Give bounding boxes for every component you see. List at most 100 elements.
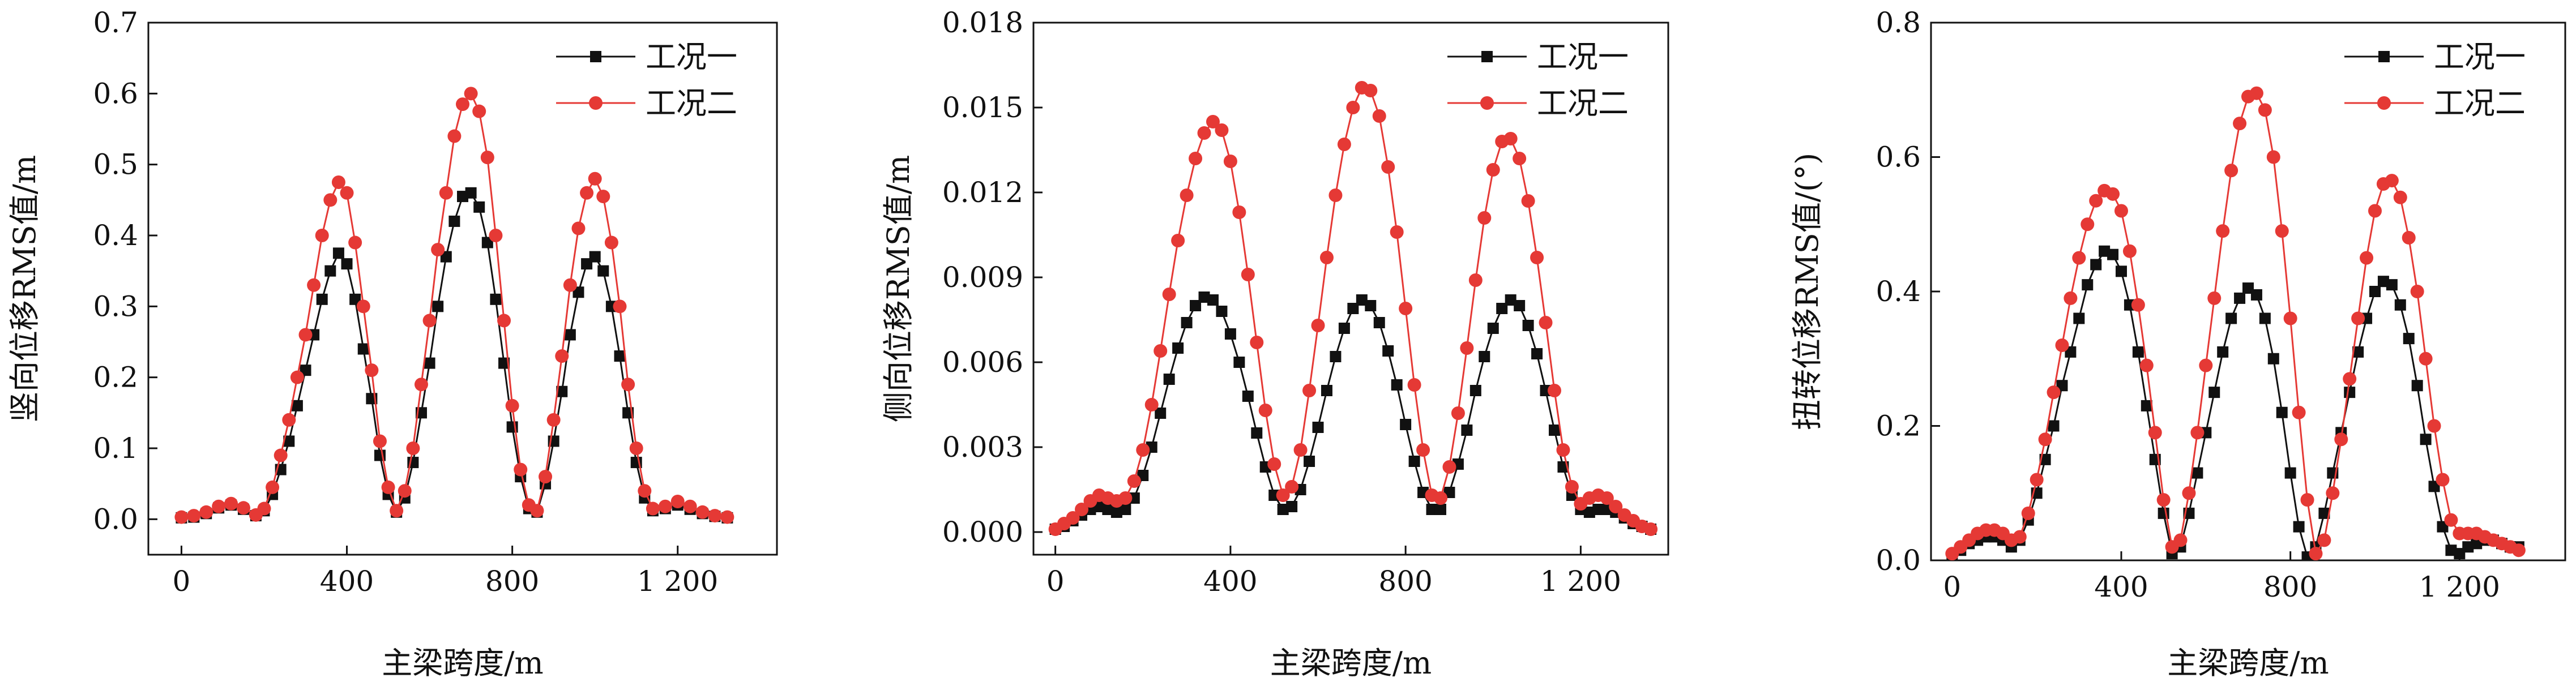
data-point (2225, 312, 2237, 324)
data-point (1251, 427, 1263, 439)
data-point (2182, 486, 2196, 500)
data-point (1285, 480, 1299, 494)
data-point (390, 504, 404, 518)
data-point (2292, 405, 2306, 419)
data-point (597, 265, 609, 277)
data-point (2267, 353, 2279, 365)
data-point (2284, 467, 2296, 479)
data-point (2038, 432, 2052, 447)
data-point (1365, 300, 1377, 311)
data-point (604, 235, 618, 250)
data-point (2072, 251, 2086, 265)
data-point (2156, 493, 2171, 507)
data-point (555, 349, 569, 363)
data-point (1110, 507, 1122, 518)
legend-label: 工况二 (2434, 85, 2526, 121)
data-point (1460, 341, 1474, 355)
y-tick-label: 0.015 (942, 91, 1023, 124)
data-point (1198, 291, 1210, 303)
data-point (646, 501, 660, 516)
data-point (2055, 338, 2069, 352)
data-point (490, 293, 502, 305)
data-point (2234, 292, 2246, 304)
data-point (432, 301, 444, 312)
series-line (1055, 296, 1651, 530)
data-point (331, 175, 345, 189)
data-point (1468, 273, 1483, 287)
data-point (1180, 188, 1194, 202)
data-point (473, 201, 485, 213)
data-point (323, 193, 338, 207)
data-point (489, 229, 503, 242)
legend-label: 工况一 (1537, 39, 1629, 75)
data-point (1381, 160, 1395, 174)
data-point (1592, 504, 1604, 515)
data-point (1136, 443, 1150, 457)
data-point (447, 129, 462, 143)
data-point (1155, 408, 1167, 419)
data-point (1321, 385, 1332, 396)
data-point (596, 190, 610, 204)
data-point (695, 505, 710, 519)
data-point (2334, 432, 2348, 447)
data-point (298, 328, 313, 342)
data-point (2403, 333, 2415, 345)
legend-marker (2378, 51, 2390, 62)
data-point (1163, 374, 1175, 385)
y-tick-label: 0.009 (942, 261, 1023, 294)
series-line (181, 191, 728, 519)
data-point (2275, 224, 2289, 238)
data-point (1242, 391, 1254, 402)
y-tick-label: 0.4 (93, 219, 138, 252)
x-tick-label: 800 (485, 565, 539, 598)
data-point (464, 87, 478, 101)
data-point (1565, 480, 1579, 494)
data-point (2427, 419, 2441, 433)
data-point (1171, 234, 1185, 247)
data-point (373, 434, 387, 448)
data-point (2082, 279, 2094, 291)
data-point (1644, 522, 1658, 536)
legend-marker (589, 96, 603, 110)
data-point (440, 251, 452, 263)
data-point (2444, 513, 2458, 527)
data-point (1172, 342, 1184, 354)
data-point (629, 441, 643, 455)
data-point (472, 104, 486, 118)
chart-1: 0 400 800 1 200 0.0 0.1 0.2 0.3 0.4 0.5 0.6 0.7 主梁跨度… (7, 6, 778, 681)
data-point (1416, 443, 1430, 457)
data-point (1312, 422, 1324, 433)
data-point (406, 441, 420, 455)
data-point (1583, 507, 1595, 518)
data-point (614, 350, 626, 362)
data-point (2317, 533, 2331, 547)
data-point (1102, 504, 1114, 515)
data-point (1477, 211, 1492, 225)
chart-2: 0 400 800 1 200 0.000 0.003 0.006 0.009 0.012 0.0… (881, 6, 1669, 681)
x-tick-label: 400 (1203, 565, 1257, 598)
data-point (1267, 457, 1281, 471)
data-point (2352, 346, 2364, 358)
data-point (174, 510, 189, 524)
data-point (2208, 387, 2220, 398)
y-tick-label: 0.4 (1876, 275, 1921, 308)
data-point (1190, 300, 1202, 311)
data-point (2089, 194, 2103, 208)
data-point (307, 278, 321, 292)
data-point (571, 221, 586, 235)
data-point (1120, 504, 1131, 515)
data-point (1400, 419, 1412, 430)
data-point (324, 265, 336, 277)
data-point (2511, 543, 2526, 558)
data-point (1372, 109, 1386, 123)
data-point (1293, 443, 1308, 457)
x-tick-label: 1 200 (637, 565, 718, 598)
data-point (2410, 285, 2424, 298)
data-point (2216, 224, 2230, 238)
data-point (1223, 155, 1237, 168)
data-point (573, 286, 584, 298)
data-point (1364, 84, 1378, 97)
data-point (266, 480, 280, 494)
data-point (414, 378, 428, 392)
data-point (1215, 123, 1229, 137)
